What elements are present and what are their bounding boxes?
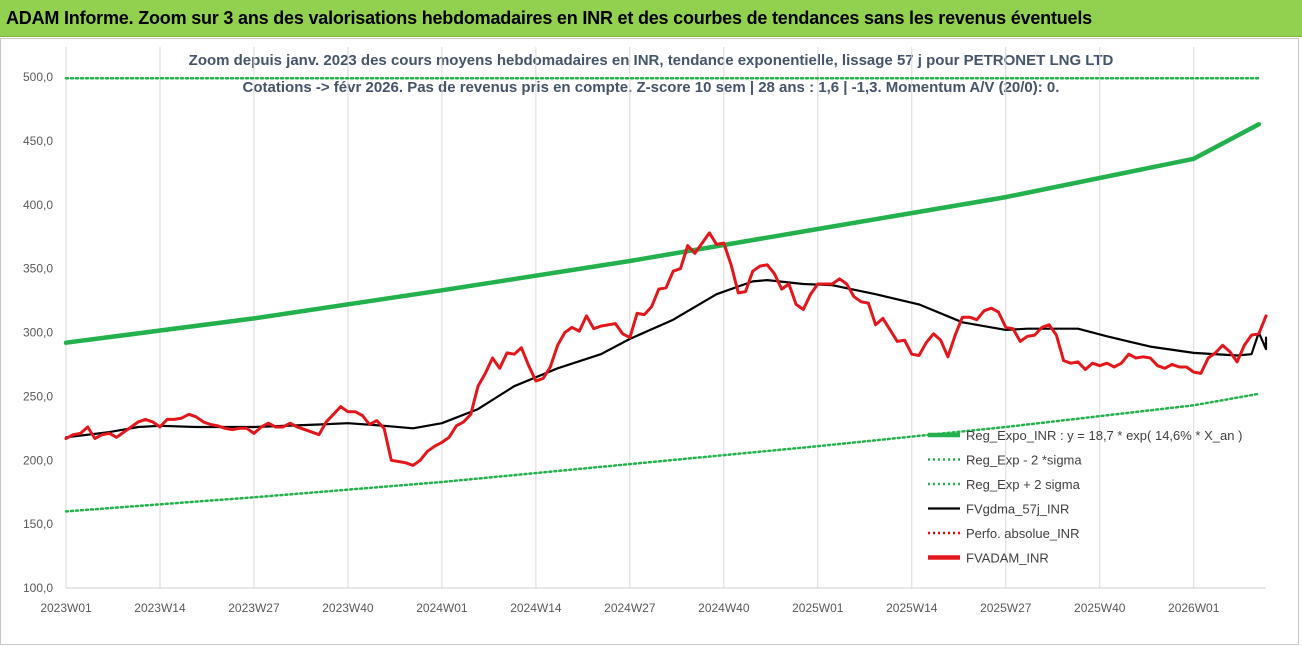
x-tick-label: 2025W14: [886, 601, 938, 615]
legend-label-1: Reg_Exp - 2 *sigma: [966, 453, 1082, 468]
y-tick-label: 150,0: [23, 517, 53, 531]
x-tick-label: 2023W27: [228, 601, 280, 615]
legend-label-5: FVADAM_INR: [966, 551, 1049, 566]
series-line-3: [64, 279, 1268, 439]
banner-title: ADAM Informe. Zoom sur 3 ans des valoris…: [6, 8, 1092, 28]
y-tick-label: 200,0: [23, 453, 53, 467]
legend: Reg_Expo_INR : y = 18,7 * exp( 14,6% * X…: [928, 428, 1242, 566]
x-tick-label: 2026W01: [1168, 601, 1220, 615]
legend-label-3: FVgdma_57j_INR: [966, 502, 1069, 517]
legend-label-0: Reg_Expo_INR : y = 18,7 * exp( 14,6% * X…: [966, 428, 1242, 443]
x-tick-label: 2024W27: [604, 601, 656, 615]
y-tick-label: 400,0: [23, 198, 53, 212]
series-line-0: [63, 122, 1262, 345]
y-tick-label: 250,0: [23, 389, 53, 403]
x-tick-label: 2023W01: [40, 601, 92, 615]
x-tick-label: 2024W01: [416, 601, 468, 615]
x-axis: 2023W01 2023W14 2023W27 2023W40 2024W01 2024W…: [40, 587, 1266, 615]
legend-label-2: Reg_Exp + 2 sigma: [966, 477, 1081, 492]
x-tick-label: 2025W40: [1074, 601, 1126, 615]
x-tick-label: 2024W14: [510, 601, 562, 615]
x-tick-label: 2025W27: [980, 601, 1032, 615]
x-tick-label: 2023W14: [134, 601, 186, 615]
series-lines: [63, 77, 1268, 513]
series-line-4: [64, 231, 1268, 467]
x-tick-label: 2023W40: [322, 601, 374, 615]
y-tick-label: 300,0: [23, 326, 53, 340]
x-tick-label: 2025W01: [792, 601, 844, 615]
chart-title-line-2: Cotations -> févr 2026. Pas de revenus p…: [242, 79, 1060, 96]
chart-title-line-1: Zoom depuis janv. 2023 des cours moyens …: [188, 52, 1114, 69]
x-tick-label: 2024W40: [698, 601, 750, 615]
y-tick-label: 100,0: [23, 581, 53, 595]
y-tick-label: 500,0: [23, 70, 53, 84]
series-line-1: [64, 392, 1261, 513]
report-banner: ADAM Informe. Zoom sur 3 ans des valoris…: [0, 0, 1302, 37]
y-axis: 100,0 150,0 200,0 250,0 300,0 350,0 400,0 450,0…: [23, 70, 53, 595]
y-tick-label: 450,0: [23, 134, 53, 148]
chart-frame: [0, 38, 1299, 645]
legend-label-4: Perfo. absolue_INR: [966, 526, 1079, 541]
y-tick-label: 350,0: [23, 262, 53, 276]
gridlines: [65, 47, 1195, 588]
